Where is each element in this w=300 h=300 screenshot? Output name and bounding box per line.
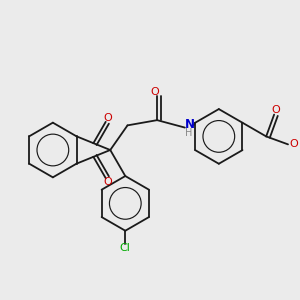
Text: O: O [272,105,280,116]
Text: H: H [185,128,192,138]
Text: Cl: Cl [120,243,131,253]
Text: N: N [185,118,195,131]
Text: O: O [150,87,159,97]
Text: O: O [290,140,298,149]
Text: O: O [103,177,112,187]
Text: O: O [103,113,112,123]
